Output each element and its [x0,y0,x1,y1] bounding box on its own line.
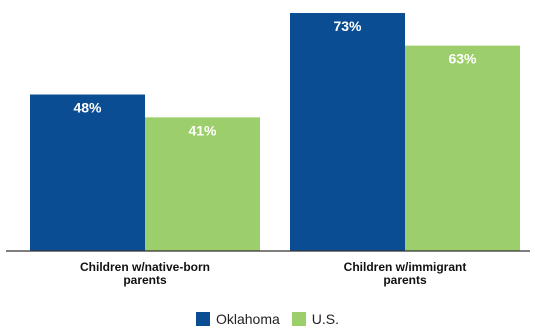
category-label-1-line-0: Children w/immigrant [344,260,467,274]
value-label-oklahoma-0: 48% [73,100,102,116]
value-label-oklahoma-1: 73% [333,18,362,34]
legend-swatch-us [291,312,306,326]
category-label-0-line-1: parents [123,273,167,287]
legend-item-oklahoma: Oklahoma [195,311,280,327]
legend: Oklahoma U.S. [0,309,535,329]
legend-item-us: U.S. [291,311,340,327]
legend-label-oklahoma: Oklahoma [215,311,280,327]
legend-label-us: U.S. [311,311,340,327]
bar-oklahoma-0 [30,94,145,252]
bar-us-1 [405,45,520,252]
value-label-us-1: 63% [448,51,477,67]
category-label-1-line-1: parents [383,273,427,287]
bar-oklahoma-1 [290,13,405,251]
bar-us-0 [145,117,260,251]
category-label-0-line-0: Children w/native-born [80,260,210,274]
legend-swatch-oklahoma [195,312,210,326]
value-labels-group: 48% 41% 73% 63% [73,18,477,138]
value-label-us-0: 41% [188,122,217,138]
bars-group [30,13,520,252]
